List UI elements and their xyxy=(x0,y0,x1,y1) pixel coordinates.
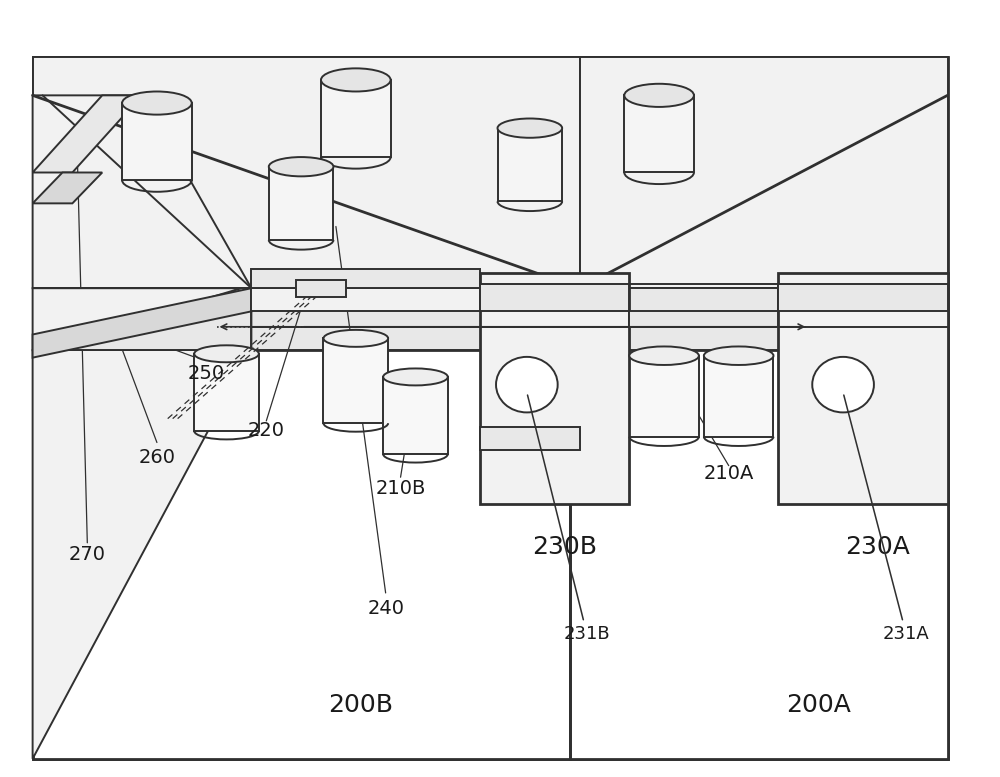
Polygon shape xyxy=(383,377,448,454)
Polygon shape xyxy=(580,57,948,288)
Polygon shape xyxy=(778,273,948,504)
Polygon shape xyxy=(33,288,241,350)
Polygon shape xyxy=(480,427,580,450)
Polygon shape xyxy=(33,57,580,288)
Polygon shape xyxy=(296,280,346,298)
Polygon shape xyxy=(33,96,142,172)
Ellipse shape xyxy=(122,92,192,115)
Polygon shape xyxy=(33,57,948,759)
Text: 240: 240 xyxy=(367,599,404,618)
Polygon shape xyxy=(33,172,102,204)
Text: 231A: 231A xyxy=(844,395,930,643)
Text: 210A: 210A xyxy=(704,464,754,483)
Polygon shape xyxy=(480,273,629,504)
Polygon shape xyxy=(251,269,480,288)
Ellipse shape xyxy=(383,368,448,385)
Text: 230A: 230A xyxy=(845,535,910,559)
Ellipse shape xyxy=(629,347,699,365)
Polygon shape xyxy=(704,356,773,437)
Polygon shape xyxy=(33,288,948,350)
Polygon shape xyxy=(33,96,251,288)
Polygon shape xyxy=(570,350,948,759)
Text: 200B: 200B xyxy=(328,693,393,717)
Polygon shape xyxy=(251,288,480,312)
Ellipse shape xyxy=(812,357,874,413)
Polygon shape xyxy=(629,356,699,437)
Ellipse shape xyxy=(498,119,562,138)
Polygon shape xyxy=(33,288,251,759)
Polygon shape xyxy=(33,350,570,759)
Polygon shape xyxy=(323,338,388,423)
Text: 260: 260 xyxy=(138,448,175,468)
Text: 200A: 200A xyxy=(786,693,851,717)
Text: 210B: 210B xyxy=(375,479,426,498)
Polygon shape xyxy=(194,354,259,431)
Text: 231B: 231B xyxy=(528,395,610,643)
Text: 250: 250 xyxy=(188,364,225,382)
Polygon shape xyxy=(33,288,251,357)
Polygon shape xyxy=(122,103,192,180)
Ellipse shape xyxy=(704,347,773,365)
Polygon shape xyxy=(269,167,333,240)
Text: 230B: 230B xyxy=(532,535,597,559)
Ellipse shape xyxy=(194,345,259,362)
Ellipse shape xyxy=(269,157,333,176)
Ellipse shape xyxy=(323,330,388,347)
Text: 270: 270 xyxy=(69,545,106,564)
Text: 220: 220 xyxy=(248,421,285,441)
Polygon shape xyxy=(321,80,391,157)
Polygon shape xyxy=(480,284,629,312)
Ellipse shape xyxy=(321,68,391,92)
Polygon shape xyxy=(498,128,562,201)
Polygon shape xyxy=(624,96,694,172)
Ellipse shape xyxy=(496,357,558,413)
Polygon shape xyxy=(33,288,251,350)
Ellipse shape xyxy=(624,84,694,107)
Polygon shape xyxy=(629,312,778,327)
Polygon shape xyxy=(778,284,948,312)
Polygon shape xyxy=(33,288,251,350)
